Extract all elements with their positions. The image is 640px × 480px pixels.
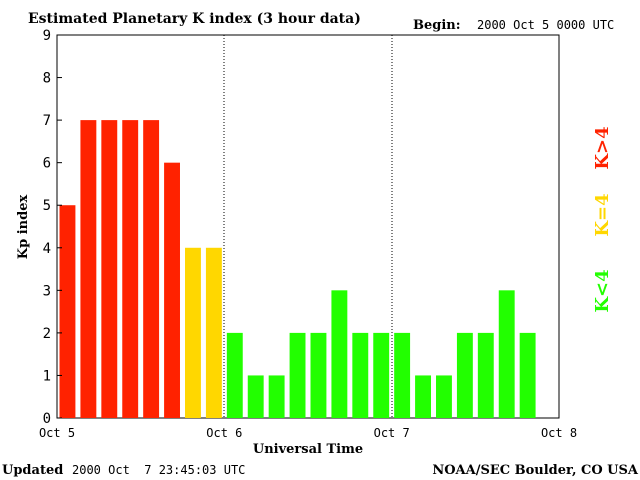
kp-bar <box>310 332 327 418</box>
y-tick-label: 2 <box>43 326 51 342</box>
bars-group <box>59 120 536 419</box>
y-tick-label: 4 <box>43 241 51 257</box>
updated-value: 2000 Oct 7 23:45:03 UTC <box>72 463 245 477</box>
kp-bar <box>226 332 243 418</box>
y-tick-label: 6 <box>43 156 51 172</box>
x-tick-label: Oct 6 <box>206 426 242 440</box>
kp-bar <box>373 332 390 418</box>
y-tick-label: 1 <box>43 368 51 384</box>
chart-title: Estimated Planetary K index (3 hour data… <box>28 11 361 27</box>
x-tick-label: Oct 7 <box>374 426 410 440</box>
kp-bar <box>80 120 97 419</box>
begin-label: Begin: <box>413 18 461 33</box>
kp-bar <box>101 120 118 419</box>
kp-bar <box>519 332 536 418</box>
kp-bar <box>185 247 201 418</box>
y-tick-label: 5 <box>43 198 51 214</box>
kp-bar <box>268 375 285 418</box>
kp-bar <box>415 375 431 418</box>
legend-high: K>4 <box>592 126 613 169</box>
kp-bar <box>205 247 222 418</box>
begin-value: 2000 Oct 5 0000 UTC <box>477 18 614 32</box>
x-tick-label: Oct 5 <box>39 426 75 440</box>
kp-bar <box>477 332 494 418</box>
kp-bar <box>331 290 348 418</box>
kp-bar <box>394 332 411 418</box>
kp-bar <box>164 162 180 418</box>
kp-bar <box>143 120 160 419</box>
legend-low: K<4 <box>592 269 613 312</box>
kp-bar <box>247 375 264 418</box>
y-tick-label: 0 <box>43 411 51 427</box>
kp-bar <box>456 332 473 418</box>
x-tick-label: Oct 8 <box>541 426 577 440</box>
kp-bar <box>289 332 306 418</box>
kp-bar <box>122 120 139 419</box>
kp-bar <box>436 375 452 418</box>
y-tick-label: 9 <box>43 28 51 44</box>
plot-frame <box>56 34 560 419</box>
y-tick-label: 7 <box>43 113 51 129</box>
legend-equal: K=4 <box>592 193 613 236</box>
y-axis: 0 1 2 3 4 5 6 7 8 9 <box>43 28 62 427</box>
kp-bar <box>59 205 76 418</box>
y-axis-label: Kp index <box>16 195 31 260</box>
kp-bar <box>498 290 515 418</box>
updated-label: Updated <box>2 463 63 478</box>
x-axis: Oct 5 Oct 6 Oct 7 Oct 8 <box>39 426 577 440</box>
source-credit: NOAA/SEC Boulder, CO USA <box>432 463 639 478</box>
kp-bar <box>352 332 369 418</box>
x-axis-label: Universal Time <box>253 442 363 457</box>
y-tick-label: 8 <box>43 71 51 87</box>
y-tick-label: 3 <box>43 283 51 299</box>
